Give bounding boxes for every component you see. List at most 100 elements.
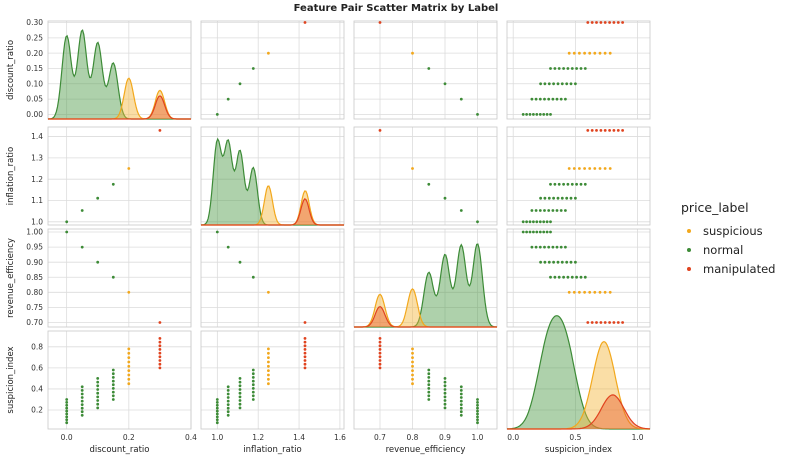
point-suspicious: [608, 290, 612, 294]
y-tick-label: 0.70: [26, 318, 43, 327]
point-normal: [521, 230, 525, 234]
legend-entries: suspicious normal manipulated: [687, 224, 775, 276]
point-normal: [459, 410, 463, 414]
kde-line-manipulated: [507, 394, 651, 430]
point-normal: [557, 67, 561, 70]
point-normal: [459, 97, 463, 101]
point-normal: [532, 113, 535, 116]
y-tick-label: 0.15: [26, 64, 43, 73]
panel-background: [201, 127, 344, 225]
panel-revenue_efficiency-vs-inflation_ratio: [200, 228, 345, 328]
point-normal: [238, 260, 242, 264]
point-normal: [547, 245, 551, 249]
point-suspicious: [567, 167, 571, 170]
point-suspicious: [572, 51, 576, 55]
point-suspicious: [267, 290, 270, 294]
point-manipulated: [158, 359, 162, 362]
point-normal: [575, 182, 578, 186]
point-normal: [443, 377, 447, 380]
point-normal: [459, 396, 463, 399]
point-normal: [251, 368, 255, 372]
point-suspicious: [127, 382, 131, 386]
panel-background: [48, 229, 191, 327]
x-axis-revenue_efficiency: 0.7 0.8 0.9 1.0 revenue_efficiency: [374, 433, 484, 455]
panel-frame: [506, 20, 651, 120]
point-normal: [238, 399, 242, 402]
point-normal: [556, 196, 560, 200]
point-normal: [534, 209, 538, 212]
point-normal: [476, 220, 479, 224]
x-axis-label: inflation_ratio: [243, 445, 301, 455]
point-manipulated: [158, 129, 162, 132]
panel-inflation_ratio-vs-inflation_ratio: [200, 126, 345, 226]
point-normal: [427, 376, 431, 379]
point-normal: [65, 412, 69, 416]
legend-marker-suspicious: [687, 229, 691, 233]
kde-area-manipulated: [507, 394, 650, 429]
y-tick-label: 0.10: [26, 79, 43, 88]
panel-discount_ratio-vs-inflation_ratio: [200, 20, 345, 120]
point-normal: [545, 230, 549, 234]
point-normal: [215, 403, 219, 407]
x-tick-label: 0.9: [439, 433, 451, 442]
point-normal: [553, 275, 557, 279]
point-normal: [215, 421, 219, 425]
point-normal: [80, 385, 84, 389]
point-normal: [539, 196, 542, 200]
point-normal: [562, 67, 565, 70]
y-axis-label: suspicion_index: [6, 346, 16, 413]
point-suspicious: [267, 347, 270, 351]
point-manipulated: [378, 351, 382, 355]
panel-background: [201, 229, 344, 327]
point-normal: [543, 97, 546, 101]
point-normal: [80, 209, 84, 212]
x-tick-label: 0.8: [407, 433, 419, 442]
point-normal: [579, 182, 583, 186]
panel-frame: [200, 20, 345, 120]
kde-area-normal: [48, 30, 191, 120]
kde-line-manipulated: [354, 305, 497, 328]
point-normal: [569, 196, 573, 200]
panel-inflation_ratio-vs-discount_ratio: [47, 126, 192, 226]
point-manipulated: [608, 321, 611, 324]
point-normal: [215, 113, 219, 116]
point-normal: [238, 384, 242, 388]
point-normal: [459, 406, 463, 410]
x-tick-label: 1.0: [472, 433, 484, 442]
point-suspicious: [603, 51, 607, 55]
point-suspicious: [127, 167, 131, 170]
point-normal: [545, 113, 549, 116]
point-normal: [96, 196, 100, 200]
point-manipulated: [303, 340, 307, 344]
point-normal: [80, 245, 84, 249]
point-normal: [215, 398, 219, 401]
point-manipulated: [378, 362, 382, 366]
point-normal: [226, 97, 230, 101]
point-suspicious: [411, 356, 414, 359]
point-normal: [555, 245, 559, 249]
panel-background: [354, 331, 497, 429]
panel-background: [48, 127, 191, 225]
x-tick-label: 1.2: [252, 433, 264, 442]
point-normal: [238, 391, 242, 395]
point-manipulated: [158, 355, 162, 359]
point-manipulated: [303, 362, 307, 366]
point-normal: [476, 401, 479, 404]
point-normal: [65, 415, 69, 419]
point-suspicious: [127, 360, 131, 364]
point-manipulated: [303, 355, 307, 359]
point-manipulated: [378, 366, 382, 370]
point-normal: [226, 385, 230, 389]
kde-line-manipulated: [201, 198, 344, 226]
point-normal: [557, 275, 561, 279]
x-axis-discount_ratio: 0.0 0.2 0.4 discount_ratio: [61, 433, 198, 455]
point-normal: [549, 275, 552, 279]
point-suspicious: [588, 167, 592, 170]
point-manipulated: [586, 21, 590, 24]
point-normal: [111, 376, 115, 379]
point-normal: [574, 82, 577, 86]
point-normal: [476, 412, 479, 416]
point-normal: [251, 372, 255, 376]
point-normal: [549, 67, 552, 70]
